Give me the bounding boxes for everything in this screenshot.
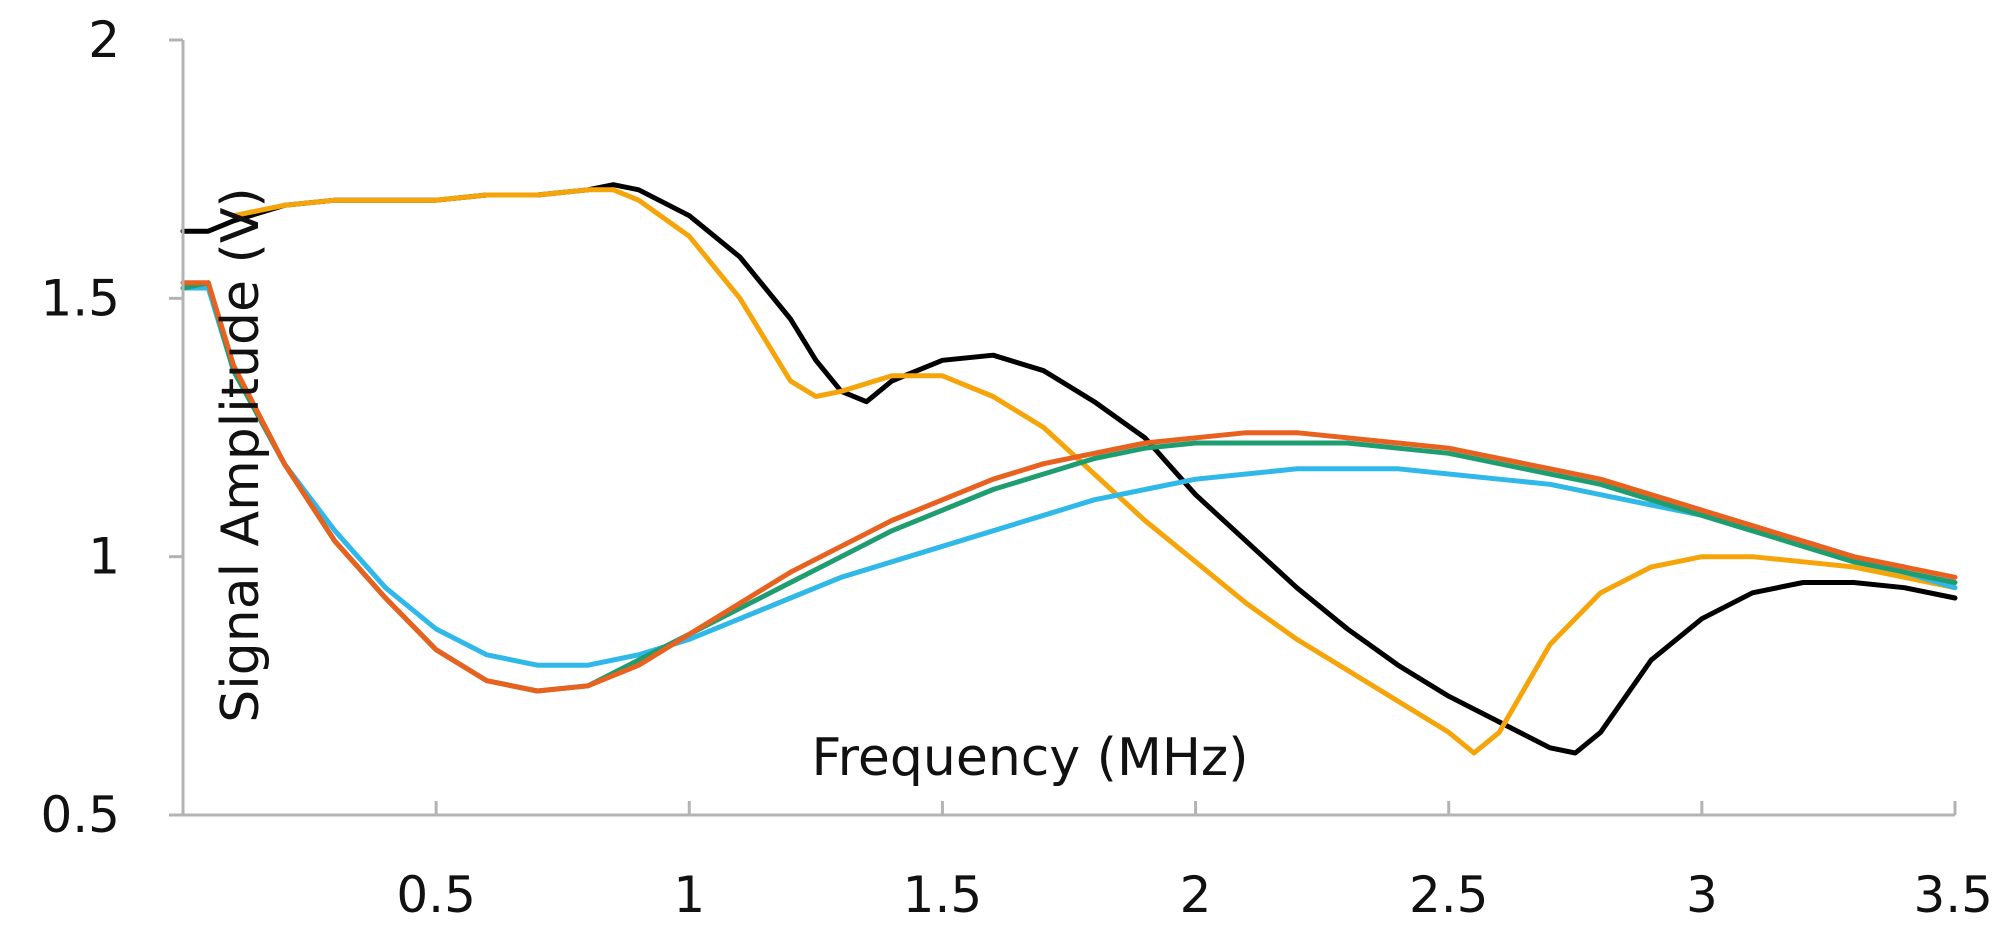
x-tick-label: 0.5	[396, 866, 476, 924]
series-line-3	[180, 285, 1958, 668]
axis-layer	[181, 40, 1955, 817]
y-tick-label: 1.5	[40, 269, 120, 327]
series-layer	[180, 182, 1958, 756]
y-tick-label: 1	[88, 528, 120, 586]
x-tick-label: 1	[673, 866, 705, 924]
y-axis-title: Signal Amplitude (V)	[211, 187, 271, 722]
x-tick-label: 3.5	[1913, 866, 1993, 924]
y-tick-label: 2	[88, 11, 120, 69]
tick-layer: 0.5 1 1.5 2 0.5 1 1.5 2 2.5 3 3.5	[40, 11, 1993, 924]
x-tick-label: 3	[1686, 866, 1718, 924]
series-line-2	[231, 187, 1958, 756]
x-axis-title: Frequency (MHz)	[812, 728, 1249, 788]
x-tick-label: 2	[1180, 866, 1212, 924]
x-tick-label: 2.5	[1409, 866, 1489, 924]
x-tick-label: 1.5	[903, 866, 983, 924]
y-tick-label: 0.5	[40, 786, 120, 844]
series-line-5	[180, 280, 1958, 694]
